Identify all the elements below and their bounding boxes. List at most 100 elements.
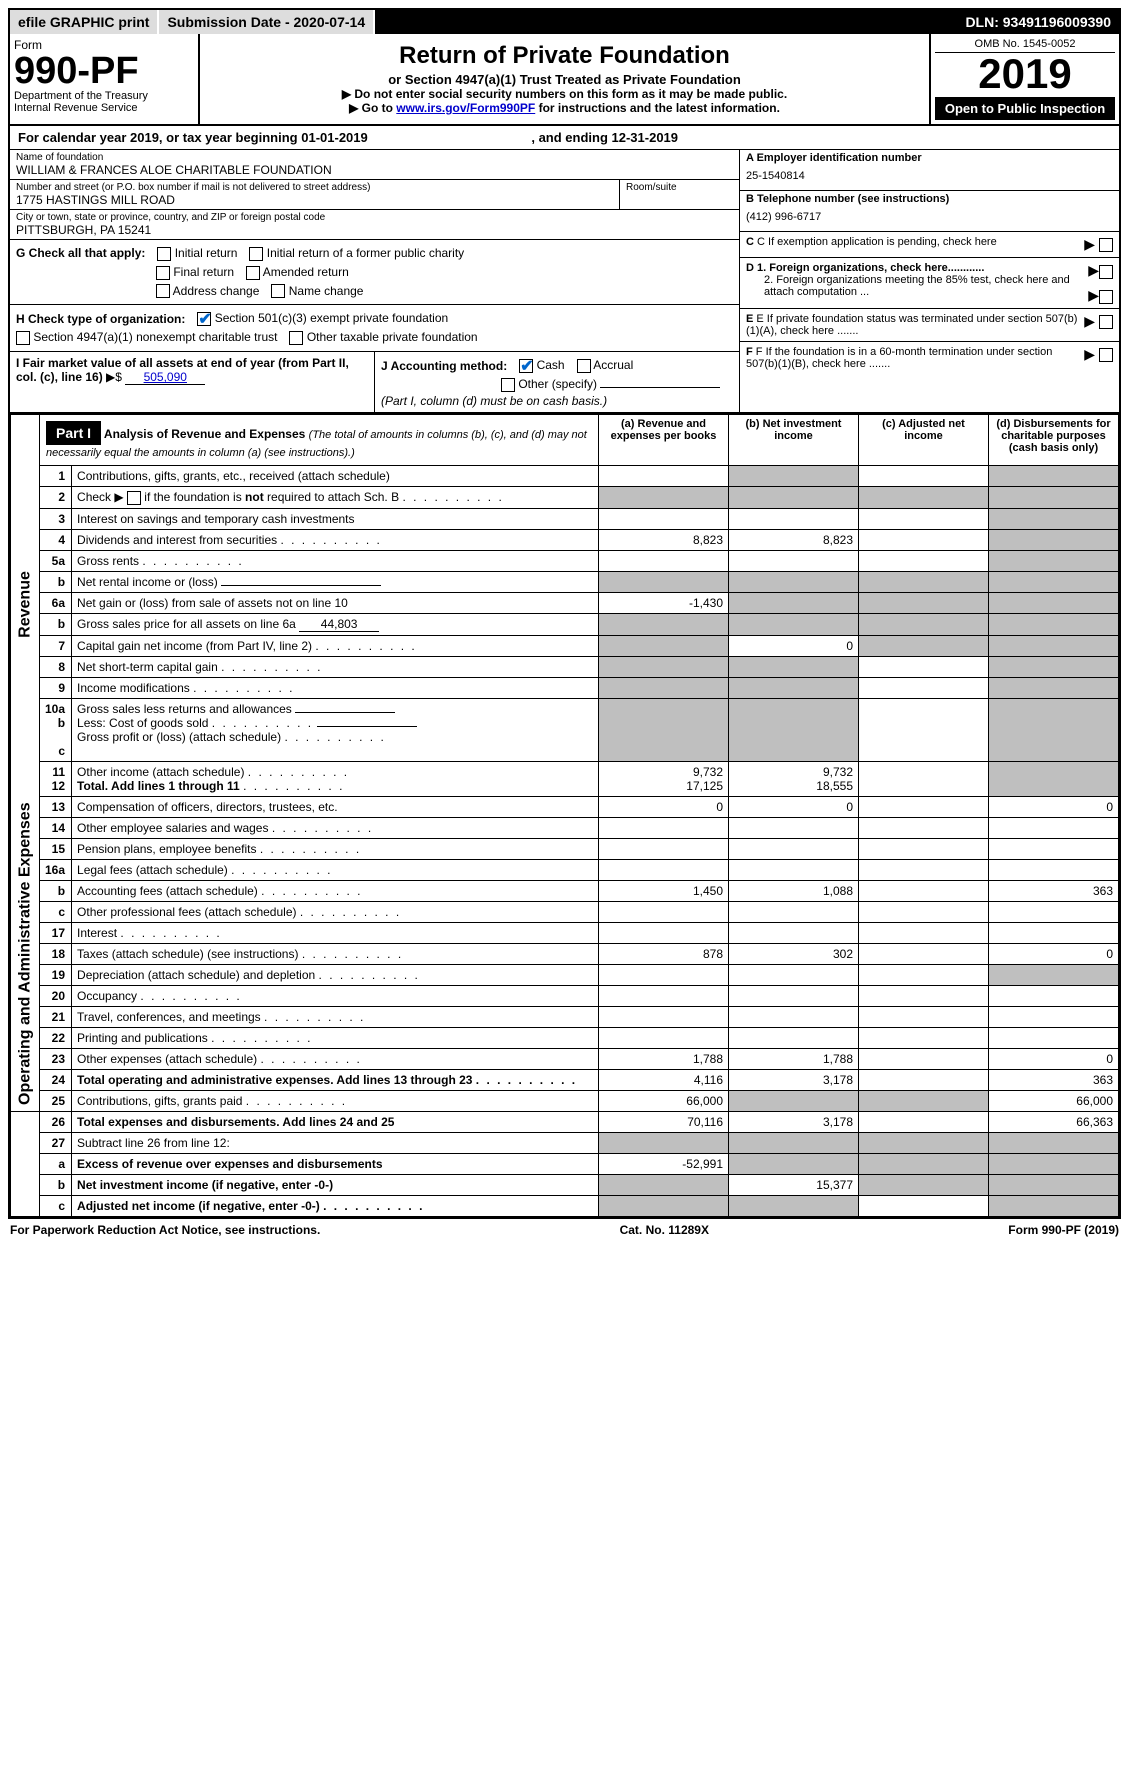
calendar-year: For calendar year 2019, or tax year begi…	[10, 126, 1119, 150]
analysis-table: Revenue Part I Analysis of Revenue and E…	[10, 414, 1119, 1217]
cb-d1[interactable]	[1099, 265, 1113, 279]
form-990pf: efile GRAPHIC print Submission Date - 20…	[8, 8, 1121, 1219]
street-address: 1775 HASTINGS MILL ROAD	[16, 193, 613, 207]
cb-amended[interactable]	[246, 266, 260, 280]
cb-e[interactable]	[1099, 315, 1113, 329]
note-link: ▶ Go to www.irs.gov/Form990PF for instru…	[206, 101, 923, 115]
expenses-label: Operating and Administrative Expenses	[11, 796, 40, 1111]
table-row: 26Total expenses and disbursements. Add …	[11, 1111, 1119, 1132]
cb-initial-return[interactable]	[157, 247, 171, 261]
arrow-icon: ▶	[1084, 236, 1095, 253]
table-row: 27Subtract line 26 from line 12:	[11, 1132, 1119, 1153]
city-cell: City or town, state or province, country…	[10, 210, 739, 240]
form-header: Form 990-PF Department of the Treasury I…	[10, 34, 1119, 126]
table-row: 23Other expenses (attach schedule) 1,788…	[11, 1048, 1119, 1069]
submission-date: Submission Date - 2020-07-14	[159, 10, 375, 34]
page-footer: For Paperwork Reduction Act Notice, see …	[8, 1219, 1121, 1241]
top-bar: efile GRAPHIC print Submission Date - 20…	[10, 10, 1119, 34]
cb-initial-former[interactable]	[249, 247, 263, 261]
table-row: bGross sales price for all assets on lin…	[11, 613, 1119, 635]
table-row: 4Dividends and interest from securities …	[11, 529, 1119, 550]
table-row: 17Interest	[11, 922, 1119, 943]
efile-badge[interactable]: efile GRAPHIC print	[10, 10, 159, 34]
table-row: 16aLegal fees (attach schedule)	[11, 859, 1119, 880]
col-a-header: (a) Revenue and expenses per books	[599, 414, 729, 465]
tax-year: 2019	[935, 53, 1115, 95]
section-d: D 1. Foreign organizations, check here..…	[740, 258, 1119, 309]
catalog-number: Cat. No. 11289X	[620, 1223, 709, 1237]
cb-c[interactable]	[1099, 238, 1113, 252]
table-row: 14Other employee salaries and wages	[11, 817, 1119, 838]
table-row: 10abc Gross sales less returns and allow…	[11, 698, 1119, 761]
irs: Internal Revenue Service	[14, 102, 194, 114]
form-subtitle: or Section 4947(a)(1) Trust Treated as P…	[206, 72, 923, 87]
table-row: 2Check ▶ if the foundation is not requir…	[11, 486, 1119, 508]
table-row: 21Travel, conferences, and meetings	[11, 1006, 1119, 1027]
cb-final-return[interactable]	[156, 266, 170, 280]
cb-4947[interactable]	[16, 331, 30, 345]
cb-f[interactable]	[1099, 348, 1113, 362]
cb-sch-b[interactable]	[127, 491, 141, 505]
address-cell: Number and street (or P.O. box number if…	[10, 180, 619, 209]
phone-value: (412) 996-6717	[746, 205, 1113, 229]
header-right: OMB No. 1545-0052 2019 Open to Public In…	[929, 34, 1119, 124]
cb-other-taxable[interactable]	[289, 331, 303, 345]
table-row: 25Contributions, gifts, grants paid 66,0…	[11, 1090, 1119, 1111]
section-j: J Accounting method: Cash Accrual Other …	[375, 352, 739, 412]
table-row: 5aGross rents	[11, 550, 1119, 571]
table-row: 8Net short-term capital gain	[11, 656, 1119, 677]
section-g: G Check all that apply: Initial return I…	[10, 240, 739, 305]
section-c: C C If exemption application is pending,…	[740, 232, 1119, 258]
part-i-badge: Part I	[46, 421, 101, 445]
cb-accrual[interactable]	[577, 359, 591, 373]
table-row: bNet investment income (if negative, ent…	[11, 1174, 1119, 1195]
arrow-icon: ▶	[1084, 313, 1095, 330]
section-i: I Fair market value of all assets at end…	[10, 352, 375, 412]
cb-address-change[interactable]	[156, 284, 170, 298]
name-cell: Name of foundation WILLIAM & FRANCES ALO…	[10, 150, 739, 180]
note-ssn: ▶ Do not enter social security numbers o…	[206, 87, 923, 101]
col-d-header: (d) Disbursements for charitable purpose…	[989, 414, 1119, 465]
section-f: F F If the foundation is in a 60-month t…	[740, 342, 1119, 374]
form-number: 990-PF	[14, 52, 194, 90]
cb-other-method[interactable]	[501, 378, 515, 392]
table-row: cAdjusted net income (if negative, enter…	[11, 1195, 1119, 1216]
ein-cell: A Employer identification number 25-1540…	[740, 150, 1119, 191]
table-row: 18Taxes (attach schedule) (see instructi…	[11, 943, 1119, 964]
form-ref: Form 990-PF (2019)	[1008, 1223, 1119, 1237]
paperwork-notice: For Paperwork Reduction Act Notice, see …	[10, 1223, 320, 1237]
col-b-header: (b) Net investment income	[729, 414, 859, 465]
table-row: 1112 Other income (attach schedule) Tota…	[11, 761, 1119, 796]
table-row: 19Depreciation (attach schedule) and dep…	[11, 964, 1119, 985]
revenue-label: Revenue	[11, 414, 40, 796]
arrow-icon: ▶	[1088, 287, 1099, 303]
city-state-zip: PITTSBURGH, PA 15241	[16, 223, 733, 237]
part1-header-cell: Part I Analysis of Revenue and Expenses …	[40, 414, 599, 465]
table-row: 15Pension plans, employee benefits	[11, 838, 1119, 859]
table-row: cOther professional fees (attach schedul…	[11, 901, 1119, 922]
table-row: 7Capital gain net income (from Part IV, …	[11, 635, 1119, 656]
form-title: Return of Private Foundation	[206, 42, 923, 70]
header-left: Form 990-PF Department of the Treasury I…	[10, 34, 200, 124]
cb-d2[interactable]	[1099, 290, 1113, 304]
table-row: 20Occupancy	[11, 985, 1119, 1006]
table-row: 9Income modifications	[11, 677, 1119, 698]
table-row: Operating and Administrative Expenses 13…	[11, 796, 1119, 817]
table-row: 3Interest on savings and temporary cash …	[11, 508, 1119, 529]
table-row: 6aNet gain or (loss) from sale of assets…	[11, 592, 1119, 613]
room-cell: Room/suite	[619, 180, 739, 209]
irs-link[interactable]: www.irs.gov/Form990PF	[396, 101, 535, 115]
arrow-icon: ▶	[1084, 346, 1095, 363]
fmv-value[interactable]: 505,090	[125, 370, 205, 385]
section-h: H Check type of organization: Section 50…	[10, 305, 739, 352]
entity-info: Name of foundation WILLIAM & FRANCES ALO…	[10, 150, 1119, 414]
ein-value: 25-1540814	[746, 164, 1113, 188]
table-row: aExcess of revenue over expenses and dis…	[11, 1153, 1119, 1174]
table-row: 24Total operating and administrative exp…	[11, 1069, 1119, 1090]
open-inspection: Open to Public Inspection	[935, 97, 1115, 120]
cb-501c3[interactable]	[197, 312, 211, 326]
cb-name-change[interactable]	[271, 284, 285, 298]
cb-cash[interactable]	[519, 359, 533, 373]
dept: Department of the Treasury	[14, 90, 194, 102]
table-row: 22Printing and publications	[11, 1027, 1119, 1048]
